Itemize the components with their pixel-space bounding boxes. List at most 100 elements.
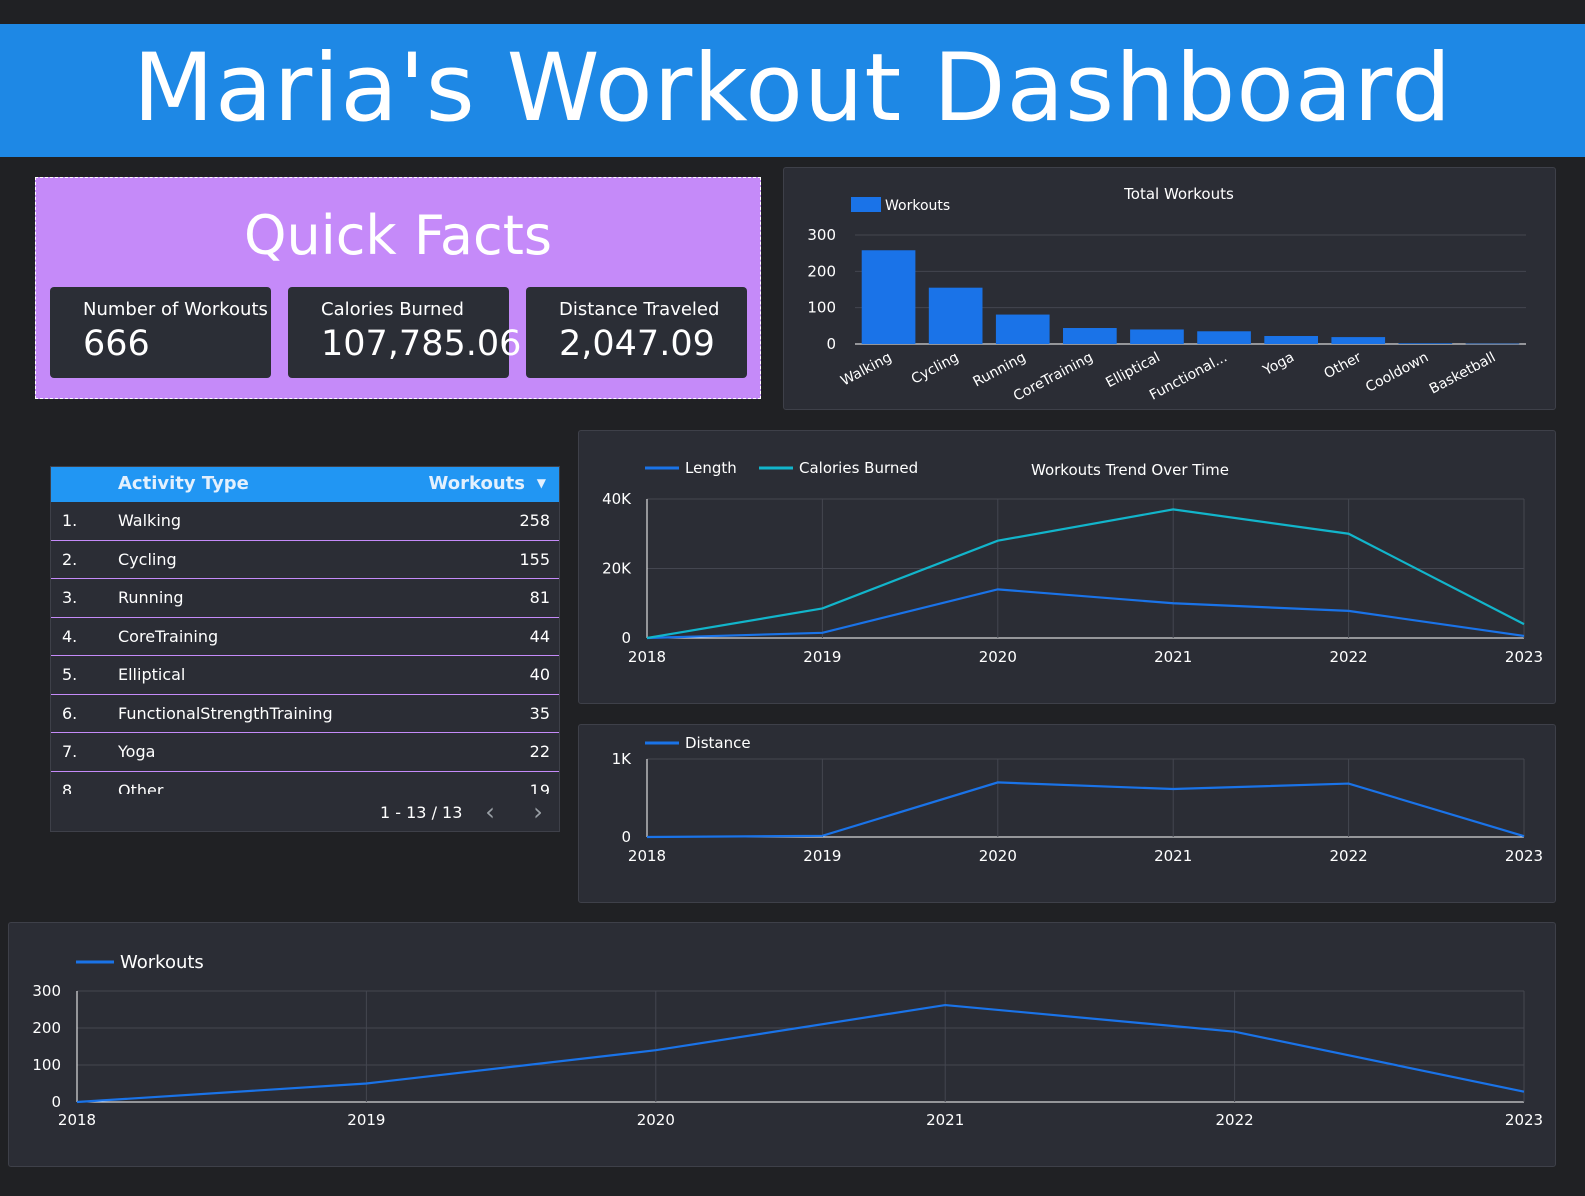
y-axis-ticks: 300 200 100 0	[807, 226, 836, 353]
row-index: 6.	[62, 703, 78, 723]
y-tick-label: 100	[807, 299, 836, 317]
bar[interactable]	[1331, 337, 1386, 344]
bar[interactable]	[995, 314, 1050, 344]
workouts-cell: 35	[529, 703, 550, 723]
row-index: 5.	[62, 665, 78, 684]
workouts-cell: 40	[529, 665, 550, 684]
x-tick-label: 2022	[1330, 847, 1368, 865]
workouts-cell: 258	[519, 511, 550, 530]
grid-lines	[646, 498, 1525, 639]
legend-label-distance[interactable]: Distance	[685, 734, 751, 752]
series-line[interactable]	[76, 1003, 1525, 1104]
x-axis-ticks: 2018 2019 2020 2021 2022 2023	[628, 648, 1543, 666]
activity-cell: CoreTraining	[118, 626, 219, 646]
x-tick-label: 2023	[1505, 648, 1543, 666]
bar[interactable]	[1130, 329, 1184, 344]
scorecard-label: Calories Burned	[321, 299, 464, 320]
line-series[interactable]	[76, 1003, 1525, 1104]
total-workouts-chart-panel[interactable]: Total Workouts Workouts 300 200 100 0 Walki…	[783, 167, 1556, 410]
scorecard-workouts[interactable]: Number of Workouts 666	[50, 287, 271, 378]
scorecard-calories[interactable]: Calories Burned 107,785.06	[288, 287, 521, 378]
workouts-cell: 155	[519, 549, 550, 569]
legend-label-calories[interactable]: Calories Burned	[799, 459, 918, 477]
x-tick-label: 2023	[1505, 847, 1543, 865]
x-tick-label: Basketball	[1427, 349, 1498, 397]
row-index: 4.	[62, 626, 78, 646]
bar[interactable]	[1264, 336, 1318, 344]
x-tick-label: 2021	[1154, 847, 1192, 865]
workouts-cell: 44	[529, 626, 550, 646]
y-tick-label: 0	[621, 629, 631, 647]
activity-cell: Cycling	[118, 549, 177, 569]
x-tick-label: 2019	[803, 648, 841, 666]
series-line[interactable]	[646, 588, 1525, 640]
table-pagination: 1 - 13 / 13 ‹ ›	[51, 794, 559, 831]
x-tick-label: Cooldown	[1363, 349, 1431, 395]
row-index: 3.	[62, 588, 78, 607]
legend-label-workouts[interactable]: Workouts	[120, 952, 204, 973]
column-header-activity-type[interactable]: Activity Type	[118, 473, 249, 494]
previous-page-chevron-icon[interactable]: ‹	[485, 798, 495, 826]
x-tick-label: Walking	[838, 349, 894, 389]
series-line[interactable]	[646, 508, 1525, 640]
bar[interactable]	[1465, 343, 1520, 345]
x-tick-label: 2019	[347, 1111, 385, 1129]
legend-label-length[interactable]: Length	[685, 459, 737, 477]
line-series[interactable]	[646, 781, 1525, 839]
x-tick-label: 2022	[1216, 1111, 1254, 1129]
table-row[interactable]: 5. Elliptical 40	[51, 656, 559, 695]
scorecard-label: Distance Traveled	[559, 299, 720, 320]
scorecard-label: Number of Workouts	[83, 299, 268, 320]
quick-facts-title: Quick Facts	[243, 204, 553, 267]
table-row[interactable]: 8. Other 19	[51, 772, 559, 795]
trend-chart-panel[interactable]: Workouts Trend Over Time Length Calories…	[578, 430, 1556, 704]
y-tick-label: 40K	[602, 490, 632, 508]
y-tick-label: 200	[32, 1019, 61, 1037]
x-tick-label: 2019	[803, 847, 841, 865]
chart-title: Total Workouts	[1123, 185, 1234, 203]
bar[interactable]	[928, 287, 983, 344]
scorecard-value: 107,785.06	[321, 324, 522, 364]
table-row[interactable]: 3. Running 81	[51, 579, 559, 618]
table-row[interactable]: 7. Yoga 22	[51, 733, 559, 772]
y-axis-ticks: 300 200 100 0	[32, 982, 61, 1111]
x-tick-label: Running	[970, 349, 1028, 390]
legend-swatch-workouts	[851, 197, 881, 212]
y-tick-label: 100	[32, 1056, 61, 1074]
bar[interactable]	[1398, 343, 1453, 344]
workouts-over-time-chart: Workouts 300 200 100 0 2018 2019 2020 2021 2022…	[32, 952, 1543, 1129]
distance-chart-panel[interactable]: Distance 1K 0 2018 2019 2020 2021 2022 2023	[578, 724, 1556, 903]
sort-descending-caret-icon[interactable]: ▼	[536, 476, 546, 490]
y-tick-label: 300	[32, 982, 61, 1000]
scorecard-distance[interactable]: Distance Traveled 2,047.09	[526, 287, 747, 378]
next-page-chevron-icon[interactable]: ›	[533, 798, 543, 826]
workouts-cell: 19	[529, 780, 550, 795]
bar-series[interactable]	[861, 250, 1520, 345]
x-tick-label: Cycling	[909, 349, 962, 387]
bar[interactable]	[861, 250, 916, 344]
x-tick-label: 2021	[1154, 648, 1192, 666]
bar[interactable]	[1063, 328, 1117, 344]
column-header-workouts[interactable]: Workouts	[428, 473, 525, 494]
bar[interactable]	[1197, 331, 1251, 344]
activity-table[interactable]: Activity Type Workouts ▼ 1. Walking 258 …	[50, 466, 560, 832]
legend-label-workouts[interactable]: Workouts	[885, 198, 950, 214]
table-row[interactable]: 4. CoreTraining 44	[51, 618, 559, 656]
y-axis-ticks: 1K 0	[612, 750, 633, 846]
activity-cell: Yoga	[118, 742, 156, 761]
y-tick-label: 0	[621, 828, 631, 846]
table-row[interactable]: 2. Cycling 155	[51, 541, 559, 579]
table-row[interactable]: 1. Walking 258	[51, 502, 559, 541]
chart-title: Workouts Trend Over Time	[1031, 461, 1229, 479]
table-row[interactable]: 6. FunctionalStrengthTraining 35	[51, 695, 559, 733]
page-title: Maria's Workout Dashboard	[132, 33, 1453, 143]
pagination-label: 1 - 13 / 13	[380, 803, 463, 822]
series-line[interactable]	[646, 781, 1525, 839]
workouts-over-time-panel[interactable]: Workouts 300 200 100 0 2018 2019 2020 2021 2022…	[8, 922, 1556, 1167]
total-workouts-chart: Total Workouts Workouts 300 200 100 0 Walki…	[807, 185, 1526, 405]
x-tick-label: 2020	[637, 1111, 675, 1129]
y-tick-label: 300	[807, 226, 836, 244]
activity-cell: Walking	[118, 511, 182, 530]
table-body[interactable]: 1. Walking 258 2. Cycling 155 3. Running…	[51, 502, 559, 794]
line-series[interactable]	[646, 508, 1525, 640]
